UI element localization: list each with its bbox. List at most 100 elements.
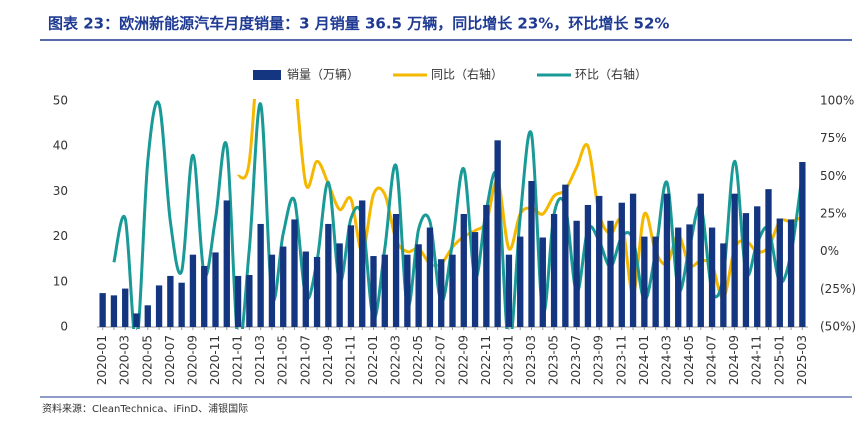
bar	[347, 225, 355, 327]
bar	[246, 275, 253, 327]
bar	[155, 285, 163, 327]
bar	[212, 252, 219, 327]
y-tick-label: 40	[53, 139, 68, 153]
bar	[178, 282, 185, 327]
x-tick-label: 2024-01	[637, 335, 651, 385]
x-tick-label: 2024-07	[705, 335, 719, 385]
bar	[325, 223, 332, 327]
x-tick-label: 2024-11	[750, 335, 764, 385]
y-tick-label: 10	[53, 274, 68, 288]
bar	[302, 251, 309, 327]
bar	[110, 295, 118, 327]
bar	[494, 140, 501, 327]
x-tick-label: 2021-09	[321, 335, 335, 385]
x-tick-label: 2022-05	[411, 335, 425, 385]
x-tick-label: 2022-07	[434, 335, 448, 385]
x-tick-label: 2020-11	[208, 335, 222, 385]
bar	[471, 232, 479, 327]
bar	[426, 227, 434, 327]
x-tick-label: 2021-07	[298, 335, 312, 385]
x-tick-label: 2021-01	[231, 335, 245, 385]
bar	[336, 243, 343, 327]
bar	[404, 254, 411, 327]
x-tick-label: 2020-01	[95, 335, 109, 385]
x-tick-label: 2023-05	[547, 335, 561, 385]
y-tick-label: 50	[53, 94, 68, 108]
bar	[517, 236, 524, 327]
x-tick-label: 2022-11	[479, 335, 493, 385]
y2-tick-label: (25%)	[820, 282, 856, 296]
bar	[144, 305, 151, 327]
bar	[268, 254, 276, 327]
bar	[731, 193, 738, 327]
bar	[415, 244, 422, 327]
bar	[460, 214, 467, 327]
x-tick-label: 2020-07	[163, 335, 177, 385]
bar	[381, 254, 388, 327]
x-tick-label: 2020-09	[185, 335, 199, 385]
bar	[505, 254, 513, 327]
x-tick-label: 2022-09	[456, 335, 470, 385]
bar	[223, 200, 230, 327]
bar	[201, 265, 208, 327]
x-tick-label: 2025-03	[795, 335, 809, 385]
bar	[776, 218, 783, 327]
bar	[618, 202, 625, 327]
bar	[787, 219, 795, 327]
bar	[697, 193, 704, 327]
y2-tick-label: 50%	[820, 169, 847, 183]
bar	[708, 227, 716, 327]
bar	[189, 254, 197, 327]
bar	[550, 214, 558, 327]
bar	[483, 204, 490, 327]
y2-tick-label: 75%	[820, 131, 847, 145]
bar	[133, 313, 140, 327]
legend-label: 同比（右轴）	[431, 67, 503, 82]
bar	[663, 193, 671, 327]
legend-label: 销量（万辆）	[287, 68, 359, 82]
bar	[370, 256, 377, 327]
x-tick-label: 2024-09	[727, 335, 741, 385]
y-tick-label: 20	[53, 229, 68, 243]
y2-tick-label: 100%	[820, 94, 854, 108]
y2-tick-label: 0%	[820, 244, 839, 258]
bar	[596, 195, 603, 327]
bar	[291, 219, 298, 327]
x-tick-label: 2022-01	[366, 335, 380, 385]
bar	[584, 204, 592, 327]
bar	[438, 259, 445, 327]
bar	[573, 220, 580, 327]
y-tick-label: 0	[60, 320, 68, 334]
bar	[720, 243, 727, 327]
bar	[607, 220, 614, 327]
chart-title: 图表 23：欧洲新能源汽车月度销量：3 月销量 36.5 万辆，同比增长 23%…	[48, 15, 669, 33]
bar	[686, 224, 693, 327]
legend-swatch	[253, 70, 281, 80]
bar	[257, 223, 264, 327]
x-tick-label: 2023-07	[569, 335, 583, 385]
x-tick-label: 2021-11	[343, 335, 357, 385]
bar	[652, 236, 659, 327]
bar	[392, 214, 400, 327]
bar	[449, 254, 456, 327]
bar	[742, 213, 750, 327]
x-tick-label: 2022-03	[389, 335, 403, 385]
y2-tick-label: (50%)	[820, 320, 856, 334]
x-tick-label: 2023-11	[614, 335, 628, 385]
bar	[359, 200, 366, 327]
bar	[167, 275, 174, 327]
bar	[641, 236, 648, 327]
bar	[280, 246, 287, 327]
x-tick-label: 2020-03	[118, 335, 132, 385]
x-tick-label: 2021-03	[253, 335, 267, 385]
x-tick-label: 2025-01	[772, 335, 786, 385]
bar	[539, 237, 546, 327]
x-tick-label: 2020-05	[140, 335, 154, 385]
bar	[122, 288, 129, 327]
x-tick-label: 2023-09	[592, 335, 606, 385]
line-series	[236, 99, 803, 300]
bar	[528, 181, 535, 327]
bar	[629, 193, 637, 327]
y2-tick-label: 25%	[820, 207, 847, 221]
